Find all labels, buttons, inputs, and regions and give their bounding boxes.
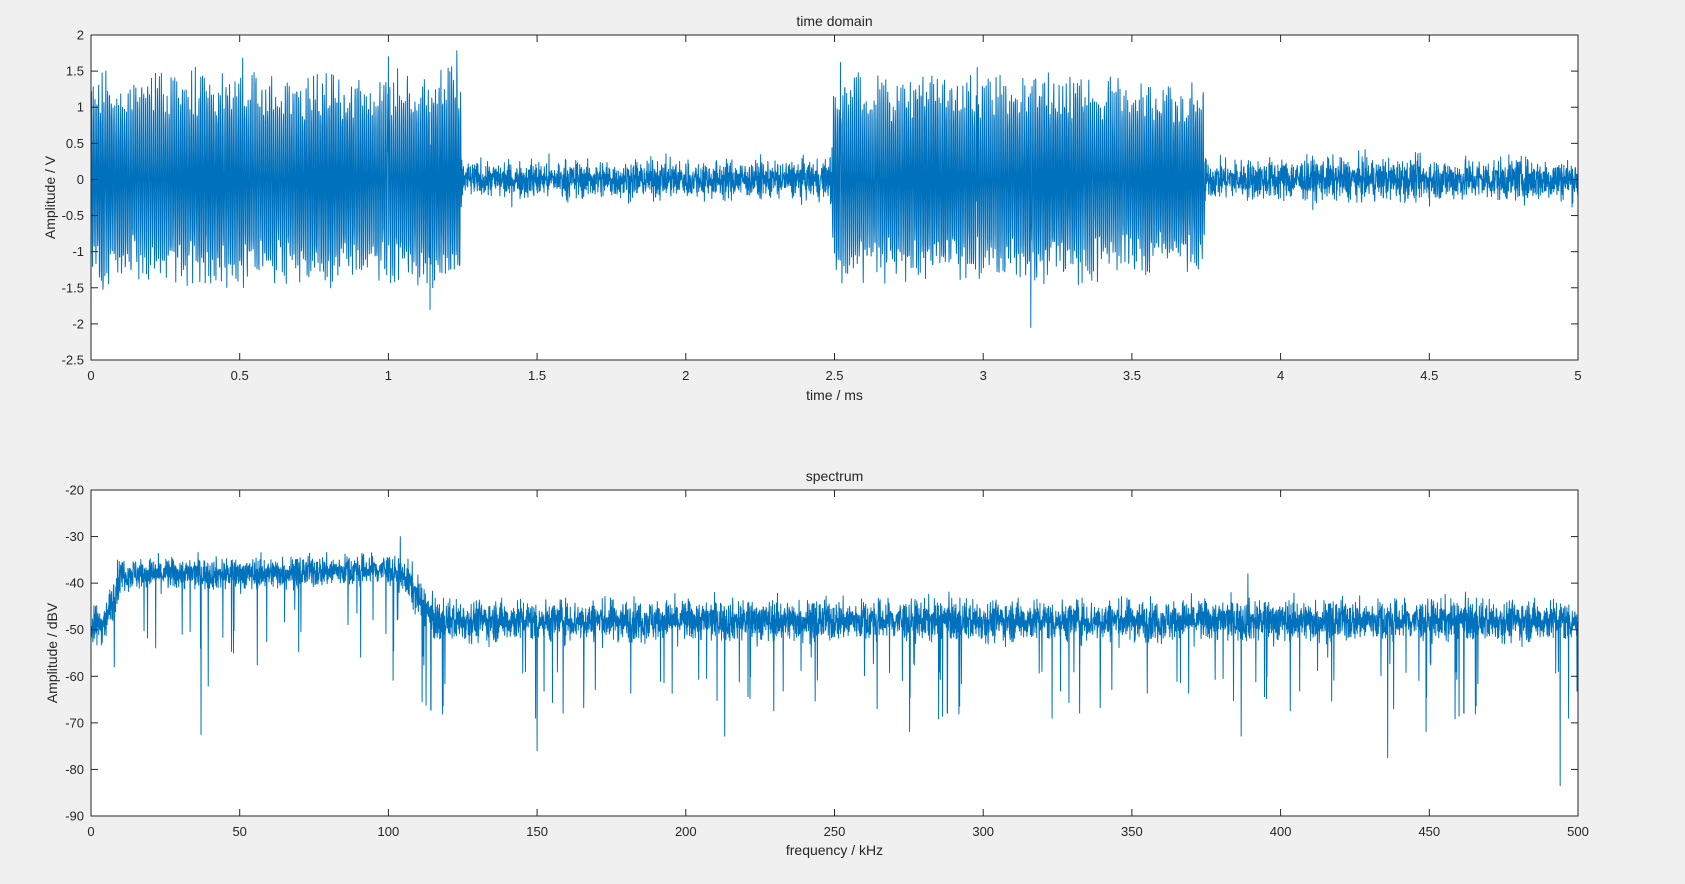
y-tick-label: -1.5 [62, 280, 84, 295]
time-domain-signal [90, 50, 1579, 328]
time-domain-xlabel: time / ms [806, 387, 863, 403]
y-tick-label: -60 [65, 669, 84, 684]
time-domain-title: time domain [796, 13, 872, 29]
spectrum-ylabel: Amplitude / dBV [44, 602, 60, 703]
x-tick-label: 3.5 [1123, 368, 1141, 383]
spectrum-signal [90, 536, 1579, 787]
x-tick-label: 500 [1567, 824, 1589, 839]
time-domain-ylabel: Amplitude / V [42, 155, 58, 239]
x-tick-label: 250 [824, 824, 846, 839]
x-tick-label: 0 [87, 824, 94, 839]
y-tick-label: -2.5 [62, 353, 84, 368]
time-domain-y-ticks: 2 1.5 1 0.5 0 -0.5 -1 -1.5 -2 -2.5 [62, 28, 1578, 368]
y-tick-label: -40 [65, 576, 84, 591]
x-tick-label: 2.5 [825, 368, 843, 383]
y-tick-label: 0 [77, 172, 84, 187]
x-tick-label: 0 [87, 368, 94, 383]
x-tick-label: 450 [1418, 824, 1440, 839]
y-tick-label: 2 [77, 28, 84, 43]
x-tick-label: 5 [1574, 368, 1581, 383]
y-tick-label: -90 [65, 809, 84, 824]
x-tick-label: 400 [1270, 824, 1292, 839]
x-tick-label: 4 [1277, 368, 1284, 383]
x-tick-label: 2 [682, 368, 689, 383]
spectrum-xlabel: frequency / kHz [786, 842, 883, 858]
y-tick-label: -2 [72, 316, 84, 331]
x-tick-label: 300 [972, 824, 994, 839]
y-tick-label: -80 [65, 762, 84, 777]
y-tick-label: -30 [65, 529, 84, 544]
x-tick-label: 1.5 [528, 368, 546, 383]
x-tick-label: 3 [980, 368, 987, 383]
y-tick-label: -1 [72, 244, 84, 259]
series-line [90, 536, 1579, 787]
x-tick-label: 0.5 [231, 368, 249, 383]
time-domain-axes: 0 0.5 1 1.5 2 2.5 3 3.5 4 4.5 5 2 1.5 1 0.5 0 -0.5 -1 -1.… [42, 13, 1582, 403]
x-tick-label: 350 [1121, 824, 1143, 839]
y-tick-label: -20 [65, 483, 84, 498]
x-tick-label: 200 [675, 824, 697, 839]
y-tick-label: 1.5 [66, 64, 84, 79]
y-tick-label: -0.5 [62, 208, 84, 223]
x-tick-label: 4.5 [1420, 368, 1438, 383]
x-tick-label: 100 [378, 824, 400, 839]
series-line [90, 50, 1579, 328]
x-tick-label: 150 [526, 824, 548, 839]
y-tick-label: -70 [65, 715, 84, 730]
y-tick-label: -50 [65, 622, 84, 637]
time-domain-x-ticks: 0 0.5 1 1.5 2 2.5 3 3.5 4 4.5 5 [87, 35, 1582, 383]
y-tick-label: 1 [77, 100, 84, 115]
spectrum-plot-area [91, 490, 1578, 816]
x-tick-label: 50 [232, 824, 246, 839]
x-tick-label: 1 [385, 368, 392, 383]
spectrum-y-ticks: -20 -30 -40 -50 -60 -70 -80 -90 [65, 483, 1578, 824]
spectrum-title: spectrum [806, 468, 864, 484]
y-tick-label: 0.5 [66, 136, 84, 151]
spectrum-x-ticks: 0 50 100 150 200 250 300 350 400 450 500 [87, 490, 1589, 839]
spectrum-axes: 0 50 100 150 200 250 300 350 400 450 500 -20 -30 -40… [44, 468, 1589, 858]
